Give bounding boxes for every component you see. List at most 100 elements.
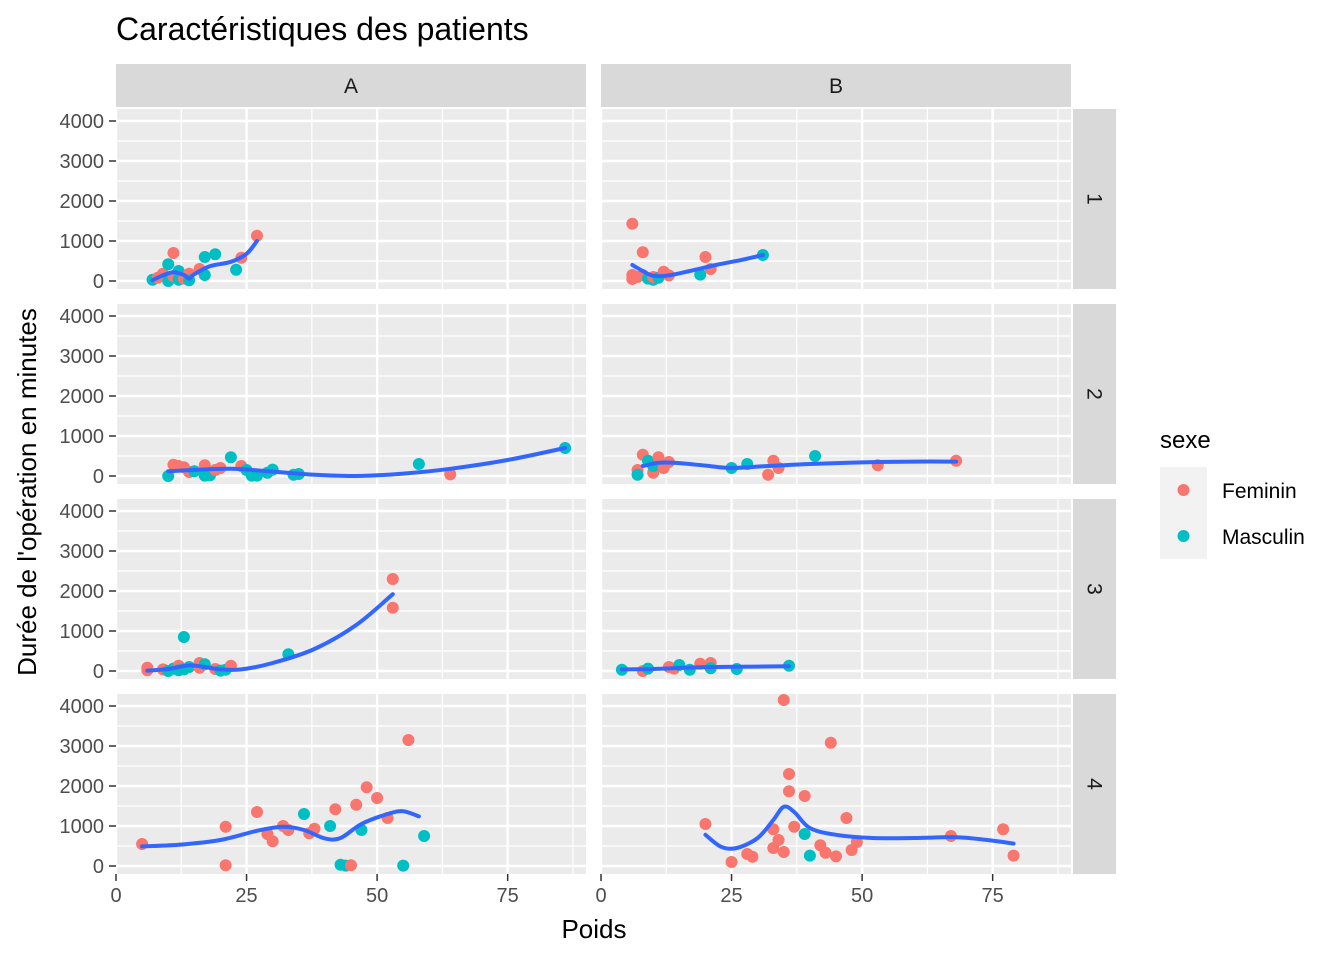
data-point [162, 258, 175, 271]
x-axes: 0 25 50 75 0 25 50 75 [110, 874, 1004, 907]
smooth-line [145, 592, 395, 673]
panel-background [116, 109, 586, 289]
data-point [386, 573, 399, 585]
smooth-line [166, 446, 568, 479]
data-point [788, 820, 801, 833]
data-point [631, 468, 644, 481]
data-point [803, 849, 816, 862]
data-point [636, 246, 649, 259]
y-tick-label: 4000 [60, 306, 105, 328]
data-point [345, 859, 357, 872]
y-tick-label: 2000 [60, 776, 105, 798]
legend-key-masculin [1177, 530, 1190, 542]
data-point [652, 451, 665, 464]
data-point [830, 850, 842, 863]
data-point [177, 631, 190, 643]
panel-a2 [114, 304, 586, 484]
legend-title: sexe [1160, 427, 1211, 454]
data-point [444, 468, 457, 481]
panel-b2 [599, 304, 1071, 484]
strip-col-b [601, 64, 1071, 107]
strip-label-row-2: 2 [1083, 388, 1106, 400]
strip-label-row-1: 1 [1083, 193, 1106, 205]
data-point [819, 846, 832, 859]
data-point [783, 768, 795, 780]
smooth-line [703, 804, 1016, 851]
data-point [694, 268, 707, 281]
x-tick-label: 25 [235, 885, 257, 907]
x-axis-title: Poids [561, 914, 626, 944]
data-point [397, 859, 410, 872]
y-tick-label: 1000 [60, 816, 105, 838]
smooth-line [640, 459, 959, 471]
smooth-line [140, 809, 421, 849]
smooth-line [630, 253, 765, 279]
y-tick-label: 2000 [60, 386, 105, 408]
data-point [699, 251, 712, 263]
strip-label-col-a: A [344, 75, 358, 98]
data-point [1007, 849, 1020, 862]
data-point [251, 229, 263, 242]
x-tick-label: 50 [366, 885, 388, 907]
data-point [746, 850, 759, 863]
panel-a1 [114, 109, 586, 289]
panel-background [601, 499, 1071, 679]
panel-background [116, 694, 586, 874]
strip-row-2 [1073, 304, 1116, 484]
data-point [824, 736, 837, 749]
data-point [329, 803, 342, 816]
y-tick-label: 2000 [60, 581, 105, 603]
strip-row-1 [1073, 109, 1116, 289]
y-tick-label: 0 [93, 856, 104, 878]
x-tick-label: 50 [851, 885, 873, 907]
legend-label-masculin: Masculin [1222, 526, 1305, 549]
data-point [762, 468, 775, 481]
data-point [198, 251, 211, 263]
data-point [418, 830, 431, 842]
panel-b4 [599, 694, 1071, 874]
data-point [298, 808, 310, 820]
y-tick-label: 0 [93, 661, 104, 683]
y-tick-label: 3000 [60, 151, 105, 173]
data-point [251, 806, 263, 818]
data-point [809, 450, 822, 462]
data-point [840, 812, 853, 824]
panel-background [601, 109, 1071, 289]
data-point [798, 828, 811, 840]
facet-strips: A B 1 2 3 4 [116, 64, 1116, 874]
data-point [783, 785, 795, 798]
legend-key-feminin [1177, 484, 1190, 496]
data-point [219, 820, 232, 833]
data-point [386, 601, 399, 614]
y-tick-label: 0 [93, 271, 104, 293]
data-point [626, 217, 639, 230]
y-tick-label: 1000 [60, 426, 105, 448]
y-tick-label: 4000 [60, 696, 105, 718]
strip-label-col-b: B [829, 75, 843, 98]
data-point [777, 846, 790, 858]
x-tick-label: 0 [110, 885, 121, 907]
x-tick-label: 0 [595, 885, 606, 907]
panel-b3 [599, 499, 1071, 679]
chart-title: Caractéristiques des patients [116, 11, 529, 47]
panel-background [601, 694, 1071, 874]
data-point [209, 248, 222, 261]
smooth-line [150, 239, 259, 283]
data-point [167, 247, 180, 259]
data-point [777, 694, 790, 706]
strip-row-3 [1073, 499, 1116, 679]
y-tick-label: 0 [93, 466, 104, 488]
x-tick-label: 75 [982, 885, 1004, 907]
data-point [230, 263, 243, 276]
data-point [371, 792, 384, 804]
data-point [412, 458, 425, 470]
y-tick-label: 3000 [60, 736, 105, 758]
data-point [324, 820, 337, 832]
data-point [266, 835, 279, 848]
data-point [350, 798, 363, 811]
strip-row-4 [1073, 694, 1116, 874]
data-point [798, 790, 811, 802]
data-point [219, 859, 232, 872]
y-tick-label: 2000 [60, 191, 105, 213]
data-point [402, 734, 415, 746]
